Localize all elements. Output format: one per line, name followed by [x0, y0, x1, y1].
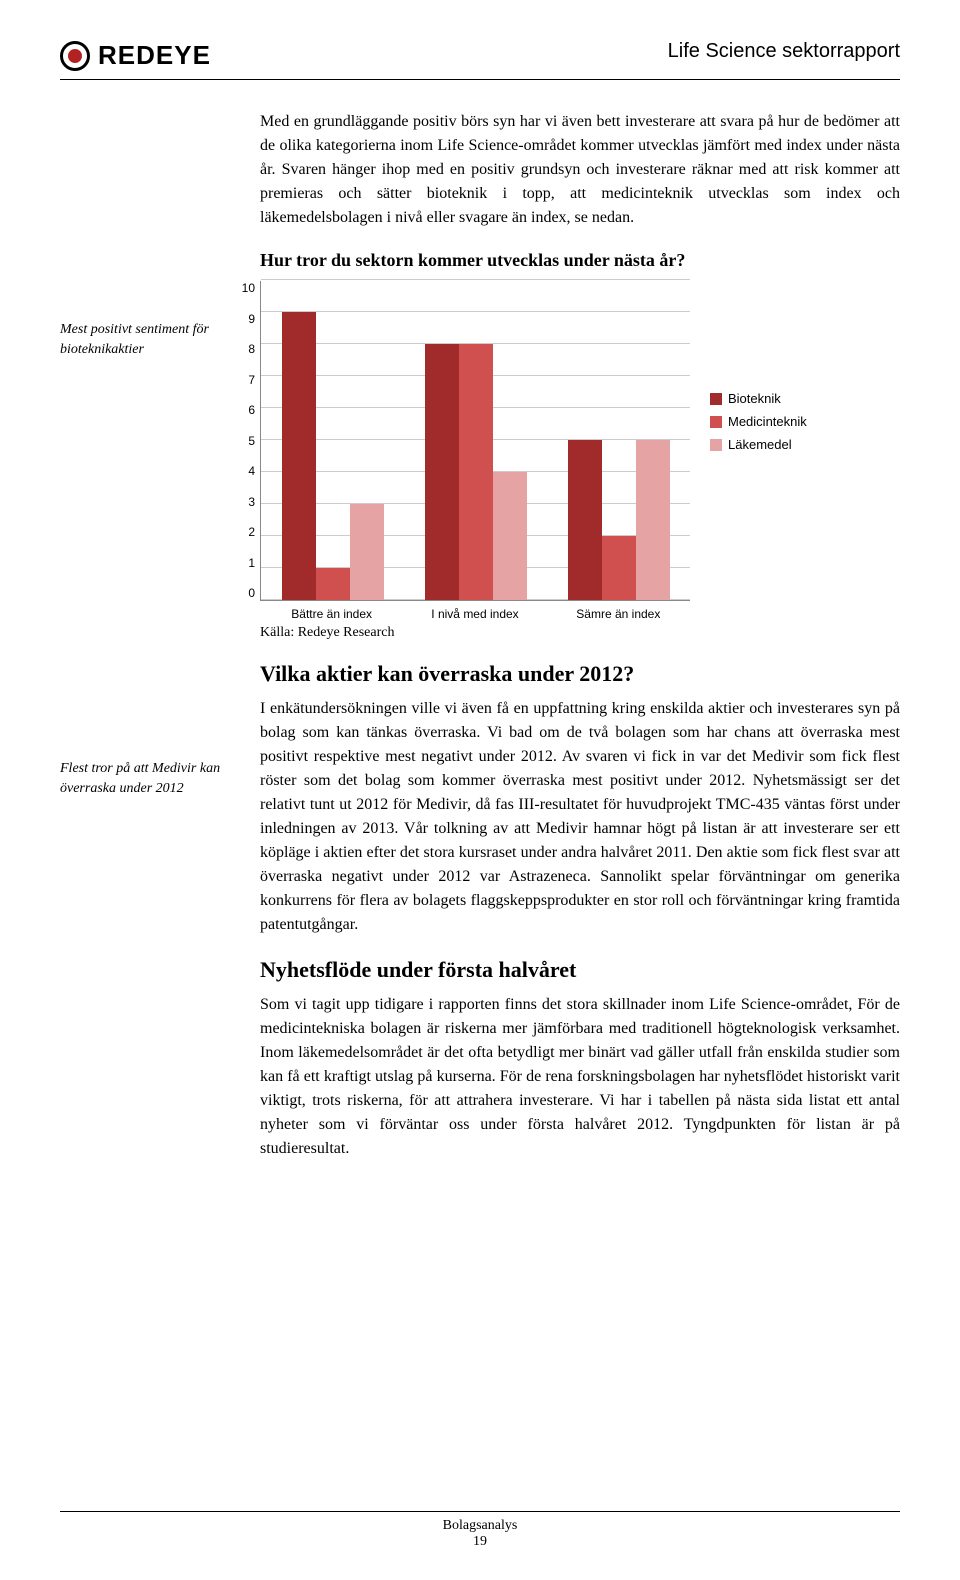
chart-legend: Bioteknik Medicinteknik Läkemedel	[710, 391, 807, 460]
y-tick: 3	[233, 495, 255, 509]
report-title: Life Science sektorrapport	[668, 40, 900, 63]
sidebar-note-1: Mest positivt sentiment för bioteknikakt…	[60, 320, 240, 359]
section-heading-stocks: Vilka aktier kan överraska under 2012?	[260, 661, 900, 687]
legend-item: Medicinteknik	[710, 414, 807, 429]
legend-label: Läkemedel	[728, 437, 792, 452]
x-label: Sämre än index	[547, 607, 690, 621]
legend-label: Medicinteknik	[728, 414, 807, 429]
y-tick: 2	[233, 525, 255, 539]
bar-group	[261, 281, 404, 600]
legend-item: Bioteknik	[710, 391, 807, 406]
bar	[493, 472, 527, 600]
bar	[316, 568, 350, 600]
sidebar-note-2: Flest tror på att Medivir kan överraska …	[60, 759, 240, 798]
page-footer: Bolagsanalys 19	[60, 1511, 900, 1550]
chart-title: Hur tror du sektorn kommer utvecklas und…	[260, 250, 900, 271]
brand-name: REDEYE	[98, 40, 211, 71]
legend-swatch	[710, 416, 722, 428]
legend-item: Läkemedel	[710, 437, 807, 452]
gridline	[261, 279, 690, 280]
y-tick: 6	[233, 403, 255, 417]
y-tick: 0	[233, 586, 255, 600]
y-tick: 8	[233, 342, 255, 356]
footer-label: Bolagsanalys	[443, 1518, 518, 1533]
y-axis: 109876543210	[233, 281, 255, 600]
intro-paragraph: Med en grundläggande positiv börs syn ha…	[260, 110, 900, 230]
bar	[459, 344, 493, 600]
bar	[350, 504, 384, 600]
main-content: Med en grundläggande positiv börs syn ha…	[260, 110, 900, 1198]
x-axis: Bättre än indexI nivå med indexSämre än …	[260, 607, 690, 621]
legend-swatch	[710, 393, 722, 405]
page-header: REDEYE Life Science sektorrapport	[60, 40, 900, 71]
chart-source: Källa: Redeye Research	[260, 625, 900, 641]
x-label: Bättre än index	[260, 607, 403, 621]
bar	[636, 440, 670, 600]
y-tick: 7	[233, 373, 255, 387]
bar-group	[404, 281, 547, 600]
page-number: 19	[60, 1534, 900, 1550]
y-tick: 9	[233, 312, 255, 326]
section2-body: I enkätundersökningen ville vi även få e…	[260, 697, 900, 937]
section3-body: Som vi tagit upp tidigare i rapporten fi…	[260, 993, 900, 1161]
bar	[425, 344, 459, 600]
redeye-icon	[60, 41, 90, 71]
y-tick: 5	[233, 434, 255, 448]
brand-logo: REDEYE	[60, 40, 211, 71]
section-heading-news: Nyhetsflöde under första halvåret	[260, 957, 900, 983]
legend-label: Bioteknik	[728, 391, 781, 406]
x-label: I nivå med index	[403, 607, 546, 621]
header-rule	[60, 79, 900, 80]
bar	[568, 440, 602, 600]
bar	[602, 536, 636, 600]
y-tick: 1	[233, 556, 255, 570]
bar-chart: 109876543210 Bättre än indexI nivå med i…	[260, 281, 900, 621]
legend-swatch	[710, 439, 722, 451]
sidebar: Mest positivt sentiment för bioteknikakt…	[60, 110, 240, 1198]
y-tick: 4	[233, 464, 255, 478]
y-tick: 10	[233, 281, 255, 295]
bar	[282, 312, 316, 600]
bar-group	[547, 281, 690, 600]
